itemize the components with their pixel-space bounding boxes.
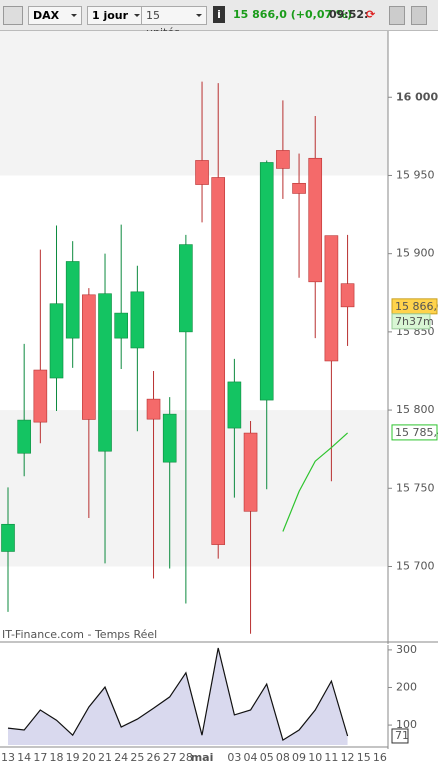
last-volume-label: 71 xyxy=(395,729,409,742)
x-tick-label: 28 xyxy=(179,751,193,764)
candle-body xyxy=(146,398,161,420)
y-tick-label: 100 xyxy=(396,718,417,731)
candle-body xyxy=(130,291,145,349)
x-tick-label: 27 xyxy=(163,751,177,764)
candle-body xyxy=(1,523,15,552)
candle-body xyxy=(292,182,306,194)
moving-average xyxy=(282,432,349,532)
candle-body xyxy=(195,160,209,185)
y-tick-label: 15 950 xyxy=(396,168,435,181)
x-tick-label: 16 xyxy=(373,751,387,764)
candle-body xyxy=(308,157,323,283)
candle-body xyxy=(49,303,64,379)
countdown-box xyxy=(391,313,431,330)
candle-body xyxy=(98,293,112,452)
time: 09:52: xyxy=(329,8,369,21)
x-tick-label: 21 xyxy=(98,751,112,764)
info-icon[interactable]: i xyxy=(213,6,225,23)
y-tick-label: 16 000 xyxy=(396,90,438,103)
x-tick-label: 12 xyxy=(341,751,355,764)
x-tick-label: 14 xyxy=(17,751,31,764)
settings-icon[interactable] xyxy=(389,6,405,25)
y-tick-label: 15 750 xyxy=(396,481,435,494)
volume-area xyxy=(8,648,348,745)
refresh-icon[interactable]: ⟳ xyxy=(366,8,376,21)
toolbar: DAX 1 jour 15 unités i 15 866,0 (+0,07 %… xyxy=(0,0,438,39)
x-tick-label: mai xyxy=(191,751,214,764)
x-tick-label: 05 xyxy=(260,751,274,764)
x-tick-label: 09 xyxy=(292,751,306,764)
x-tick-label: 25 xyxy=(130,751,144,764)
x-tick-label: 17 xyxy=(33,751,47,764)
candle-body xyxy=(82,294,96,420)
units[interactable]: 15 unités xyxy=(141,6,207,39)
x-tick-label: 04 xyxy=(244,751,258,764)
candle-body xyxy=(114,312,128,339)
candle-body xyxy=(276,150,290,169)
candle-body xyxy=(324,235,339,362)
x-tick-label: 10 xyxy=(308,751,322,764)
candle-body xyxy=(179,244,193,333)
last-price-label: 15 866,0 xyxy=(395,300,438,313)
shaded-band xyxy=(0,31,388,176)
volume-line xyxy=(7,647,349,742)
x-tick-label: 03 xyxy=(227,751,241,764)
period[interactable]: 1 jour xyxy=(87,6,145,25)
last-volume-box xyxy=(391,728,409,744)
candle-body xyxy=(227,381,242,429)
ma-box xyxy=(391,424,438,441)
source: IT-Finance.com - Temps Réel xyxy=(2,628,157,641)
y-tick-label: 15 800 xyxy=(396,403,435,416)
shaded-band xyxy=(0,410,388,567)
quote: 15 866,0 (+0,07 %) xyxy=(233,8,353,21)
candle-body xyxy=(33,369,48,423)
x-tick-label: 13 xyxy=(1,751,15,764)
y-tick-label: 15 900 xyxy=(396,247,435,260)
countdown: 7h37m xyxy=(395,315,434,328)
x-tick-label: 20 xyxy=(82,751,96,764)
x-tick-label: 26 xyxy=(147,751,161,764)
x-tick-label: 08 xyxy=(276,751,290,764)
x-tick-label: 19 xyxy=(66,751,80,764)
candle-body xyxy=(340,283,355,308)
x-tick-label: 18 xyxy=(50,751,64,764)
grid-icon[interactable] xyxy=(3,6,23,25)
x-tick-label: 15 xyxy=(357,751,371,764)
candle-body xyxy=(65,261,80,339)
y-tick-label: 15 700 xyxy=(396,559,435,572)
x-tick-label: 24 xyxy=(114,751,128,764)
x-tick-label: 11 xyxy=(324,751,338,764)
y-tick-label: 300 xyxy=(396,643,417,656)
candle-body xyxy=(243,432,258,512)
y-tick-label: 200 xyxy=(396,680,417,693)
candle-body xyxy=(259,162,274,401)
symbol[interactable]: DAX xyxy=(28,6,82,25)
expand-icon[interactable] xyxy=(411,6,427,25)
candle-body xyxy=(17,419,31,454)
candle-body xyxy=(211,177,226,545)
candle-body xyxy=(162,413,177,463)
ma-label: 15 785,4 xyxy=(395,426,438,439)
